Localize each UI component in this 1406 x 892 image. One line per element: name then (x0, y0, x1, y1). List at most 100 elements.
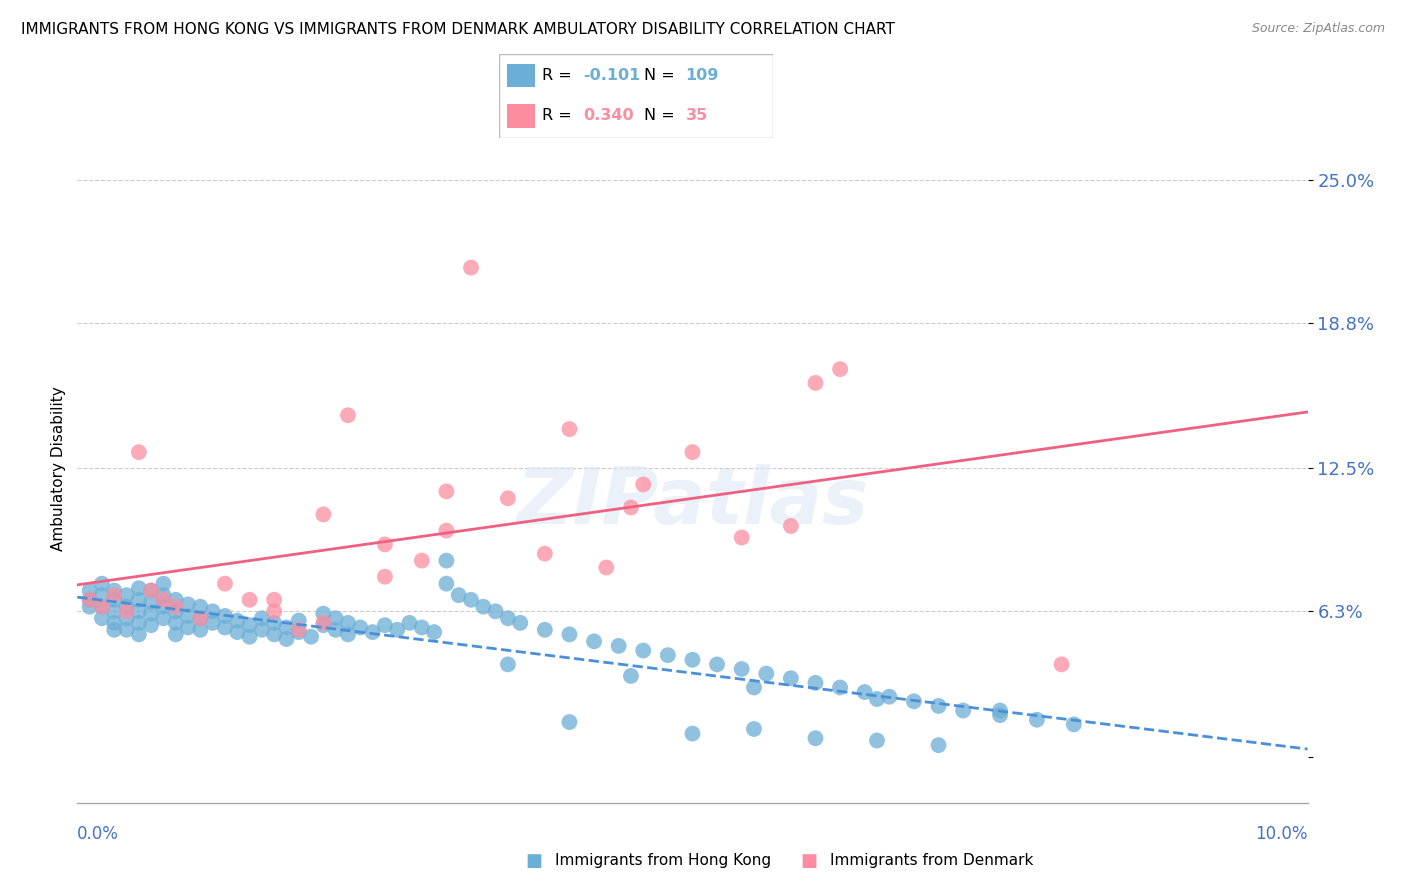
Point (177, 598, 200, 612)
Point (361, 625, 384, 640)
Point (152, 599, 174, 614)
Point (755, 666, 778, 681)
Point (103, 592, 125, 607)
Text: 0.0%: 0.0% (77, 825, 120, 843)
Point (263, 627, 285, 641)
Point (423, 625, 446, 640)
Point (436, 524, 458, 538)
Point (165, 592, 187, 607)
Point (682, 653, 704, 667)
Text: R =: R = (541, 108, 576, 123)
Point (288, 614, 311, 628)
Text: -0.101: -0.101 (582, 68, 640, 83)
Point (103, 588, 125, 602)
Point (804, 676, 827, 690)
Point (349, 620, 371, 634)
Point (239, 618, 262, 632)
Point (374, 537, 396, 551)
Point (276, 632, 298, 646)
Point (534, 623, 557, 637)
Point (866, 692, 889, 706)
Point (472, 599, 495, 614)
Text: N =: N = (644, 68, 681, 83)
Point (496, 491, 519, 506)
Point (128, 445, 150, 459)
Point (337, 409, 360, 423)
Point (188, 623, 212, 637)
FancyBboxPatch shape (499, 54, 773, 138)
Point (436, 484, 458, 499)
Point (1026, 713, 1049, 727)
Point (952, 704, 974, 718)
Text: Source: ZipAtlas.com: Source: ZipAtlas.com (1251, 22, 1385, 36)
Point (534, 547, 557, 561)
Point (325, 623, 347, 637)
Point (633, 477, 655, 491)
Point (1063, 717, 1085, 731)
Point (103, 615, 125, 630)
Point (583, 634, 606, 648)
Point (706, 657, 728, 672)
Point (90, 611, 114, 625)
Point (201, 604, 224, 618)
Point (103, 623, 125, 637)
Point (188, 599, 212, 614)
Point (312, 615, 335, 630)
Point (558, 422, 581, 436)
Point (682, 445, 704, 459)
Point (115, 604, 138, 618)
Point (79, 599, 101, 614)
Point (141, 583, 163, 598)
Point (742, 722, 765, 736)
Point (558, 714, 581, 729)
Point (325, 611, 347, 625)
Text: 109: 109 (686, 68, 718, 83)
Point (90, 576, 114, 591)
Point (128, 615, 150, 630)
Point (165, 627, 187, 641)
Point (411, 553, 433, 567)
Point (1050, 657, 1073, 672)
Point (103, 583, 125, 598)
Point (128, 592, 150, 607)
Point (141, 618, 163, 632)
Point (152, 592, 174, 607)
Point (115, 588, 138, 602)
Point (337, 627, 360, 641)
Point (312, 618, 335, 632)
Point (620, 500, 643, 515)
Point (436, 553, 458, 567)
Point (866, 733, 889, 747)
Text: 10.0%: 10.0% (1256, 825, 1308, 843)
Point (141, 607, 163, 621)
Point (312, 607, 335, 621)
Text: 0.340: 0.340 (582, 108, 633, 123)
Point (152, 588, 174, 602)
Point (90, 588, 114, 602)
Point (780, 671, 803, 685)
Text: N =: N = (644, 108, 681, 123)
Point (177, 620, 200, 634)
Point (263, 604, 285, 618)
Point (90, 599, 114, 614)
Point (780, 519, 803, 533)
Point (385, 623, 409, 637)
Bar (508, 104, 534, 128)
Point (239, 592, 262, 607)
Point (731, 531, 754, 545)
Text: Immigrants from Denmark: Immigrants from Denmark (830, 854, 1033, 868)
Bar (508, 63, 534, 87)
Point (128, 604, 150, 618)
Y-axis label: Ambulatory Disability: Ambulatory Disability (51, 386, 66, 550)
Point (188, 611, 212, 625)
Point (276, 620, 298, 634)
Point (607, 639, 630, 653)
Point (460, 260, 482, 275)
Point (250, 623, 273, 637)
Point (374, 570, 396, 584)
Point (152, 576, 174, 591)
Point (239, 630, 262, 644)
Point (288, 623, 311, 637)
Point (263, 592, 285, 607)
Point (731, 662, 754, 676)
